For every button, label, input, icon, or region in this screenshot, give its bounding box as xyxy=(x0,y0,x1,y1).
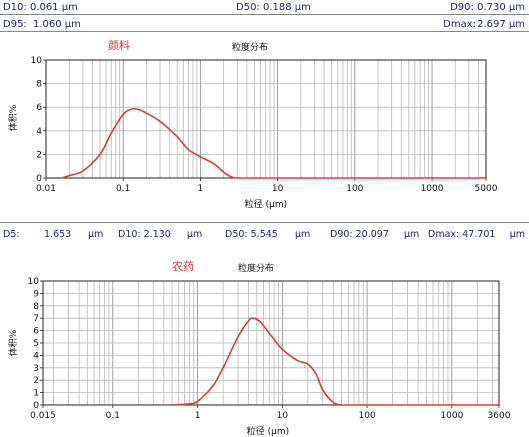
chart1-ytick-label: 2 xyxy=(36,150,42,160)
stat-d5-label: D5: xyxy=(3,229,20,240)
chart1-grid xyxy=(45,59,487,179)
chart2-ytick-label: 5 xyxy=(33,339,39,349)
stat-d90: D90: 0.730 µm xyxy=(450,2,525,13)
chart2-xtick-label: 0.1 xyxy=(106,411,120,421)
chart2-xtick-label: 1 xyxy=(195,411,201,421)
stat-dmax-value: 2.697 µm xyxy=(477,19,525,30)
chart1-ytick-label: 4 xyxy=(36,127,42,137)
chart1-ylabel: 体积% xyxy=(7,104,19,131)
chart2-ytick-label: 3 xyxy=(33,364,39,374)
chart2-xtick-label: 10 xyxy=(277,411,289,421)
chart1-xtick-label: 100 xyxy=(346,184,363,194)
chart2-x-ticks: 0.015 0.1 1 10 100 1000 3600 xyxy=(30,405,511,421)
chart2-ytick-label: 0 xyxy=(33,401,39,411)
chart2-grid xyxy=(42,280,500,406)
chart2-ytick-label: 2 xyxy=(33,376,39,386)
stat-d5-value: 1.653 xyxy=(44,229,71,240)
chart1-y-ticks: 0 2 4 6 8 10 xyxy=(31,56,46,184)
chart1-ytick-label: 8 xyxy=(36,80,42,90)
stat-d10: D10: 0.061 µm xyxy=(3,2,78,13)
chart1-ytick-label: 6 xyxy=(36,103,42,113)
stats-top: D10: 0.061 µm D50: 0.188 µm D90: 0.730 µ… xyxy=(0,2,529,32)
chart2-xtick-label: 100 xyxy=(359,411,376,421)
chart2-ytick-label: 7 xyxy=(33,314,39,324)
chart1-ytick-label: 0 xyxy=(36,174,42,184)
chart2-y-ticks: 0 1 2 3 4 5 6 7 8 9 10 xyxy=(28,277,43,411)
chart1-name-label: 颜料 xyxy=(108,38,130,52)
stat-d95-label: D95: xyxy=(3,19,27,30)
chart2-series-line xyxy=(172,317,499,406)
chart1-xlabel: 粒径 (µm) xyxy=(245,198,287,210)
stat-dmax-label: Dmax: 47.701 xyxy=(428,229,495,240)
chart-pigment: 颜料 粒度分布 0 2 4 6 8 10 0.01 0.1 1 10 100 1000 5000 体积… xyxy=(7,38,498,210)
chart2-xtick-label: 3600 xyxy=(488,411,511,421)
stat-d90-label: D90: 20.097 xyxy=(330,229,389,240)
chart1-xtick-label: 0.01 xyxy=(36,184,56,194)
chart1-ytick-label: 10 xyxy=(31,56,43,66)
stat-d90-unit: µm xyxy=(404,229,419,240)
chart1-x-ticks: 0.01 0.1 1 10 100 1000 5000 xyxy=(36,178,498,194)
stat-d50-unit: µm xyxy=(295,229,310,240)
chart2-xtick-label: 0.015 xyxy=(30,411,56,421)
chart2-ytick-label: 1 xyxy=(33,389,39,399)
chart2-ytick-label: 6 xyxy=(33,327,39,337)
chart1-xtick-label: 0.1 xyxy=(116,184,130,194)
stat-d5-unit: µm xyxy=(88,229,103,240)
stats-bottom: D5: 1.653 µm D10: 2.130 µm D50: 5.545 µm… xyxy=(0,222,529,240)
chart1-xtick-label: 10 xyxy=(272,184,284,194)
chart1-xtick-label: 5000 xyxy=(475,184,498,194)
stat-d50-label: D50: 5.545 xyxy=(225,229,278,240)
chart2-title: 粒度分布 xyxy=(238,262,274,274)
chart2-ylabel: 体积% xyxy=(7,329,19,356)
chart2-ytick-label: 4 xyxy=(33,351,39,361)
stat-d50: D50: 0.188 µm xyxy=(236,2,311,13)
chart-pesticide: 农药 粒度分布 0 1 2 3 4 5 6 7 8 9 10 0.015 0.1 1 10 100 1000 3… xyxy=(7,259,511,437)
stat-d10-label: D10: 2.130 xyxy=(118,229,171,240)
chart2-xlabel: 粒径 (µm) xyxy=(247,425,289,437)
chart2-name-label: 农药 xyxy=(172,259,194,273)
chart1-title: 粒度分布 xyxy=(232,41,268,53)
chart1-xtick-label: 1000 xyxy=(421,184,444,194)
chart1-series-line xyxy=(61,107,486,179)
stat-dmax-label: Dmax: xyxy=(443,19,476,30)
chart2-ytick-label: 8 xyxy=(33,302,39,312)
stat-d95-value: 1.060 µm xyxy=(33,19,81,30)
chart2-ytick-label: 10 xyxy=(28,277,40,287)
chart2-ytick-label: 9 xyxy=(33,289,39,299)
chart2-xtick-label: 1000 xyxy=(440,411,463,421)
stat-dmax-unit: µm xyxy=(510,229,525,240)
stat-d10-unit: µm xyxy=(187,229,202,240)
chart1-xtick-label: 1 xyxy=(198,184,204,194)
